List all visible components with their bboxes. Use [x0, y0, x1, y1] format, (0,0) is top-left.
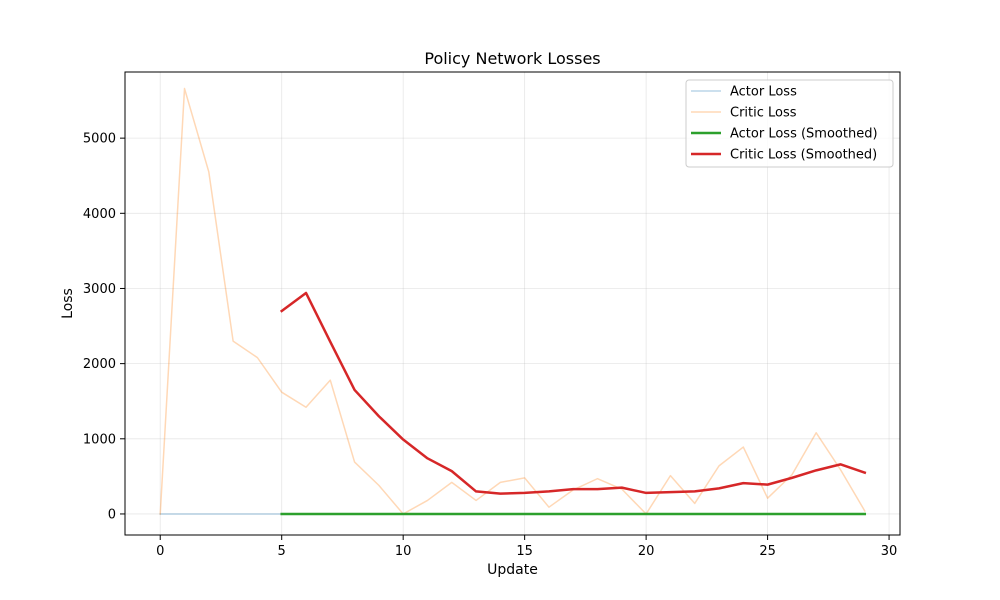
- x-tick-label: 5: [278, 544, 286, 559]
- x-tick-label: 0: [156, 544, 164, 559]
- y-tick-label: 4000: [83, 207, 116, 222]
- chart-title: Policy Network Losses: [424, 49, 600, 68]
- plot-frame: [124, 71, 901, 536]
- x-axis-title: Update: [487, 562, 538, 578]
- series-line-critic-loss-smoothed: [279, 291, 867, 495]
- y-tick-label: 3000: [83, 282, 116, 297]
- x-axis-ticks: 0 5 10 15 20 25 30: [156, 535, 897, 559]
- legend-label-critic-loss: Critic Loss: [730, 106, 797, 121]
- series-line-critic-loss: [159, 87, 866, 515]
- x-tick-label: 25: [759, 544, 776, 559]
- series-lines: [159, 87, 867, 516]
- x-tick-label: 20: [638, 544, 655, 559]
- legend: Actor Loss Critic Loss Actor Loss (Smoothe…: [685, 79, 894, 168]
- x-tick-label: 15: [516, 544, 533, 559]
- legend-box: [685, 79, 894, 168]
- legend-label-actor-loss: Actor Loss: [730, 85, 797, 100]
- x-tick-label: 10: [395, 544, 412, 559]
- grid: [125, 72, 900, 535]
- y-tick-label: 0: [108, 507, 116, 522]
- y-axis-ticks: 0 1000 2000 3000 4000 5000: [83, 132, 125, 522]
- y-tick-label: 5000: [83, 132, 116, 147]
- legend-label-actor-loss-smoothed: Actor Loss (Smoothed): [730, 127, 878, 142]
- legend-label-critic-loss-smoothed: Critic Loss (Smoothed): [730, 148, 877, 163]
- y-axis-title: Loss: [60, 288, 76, 319]
- x-tick-label: 30: [881, 544, 898, 559]
- legend-items: Actor Loss Critic Loss Actor Loss (Smoothe…: [691, 85, 878, 163]
- y-tick-label: 2000: [83, 357, 116, 372]
- y-tick-label: 1000: [83, 432, 116, 447]
